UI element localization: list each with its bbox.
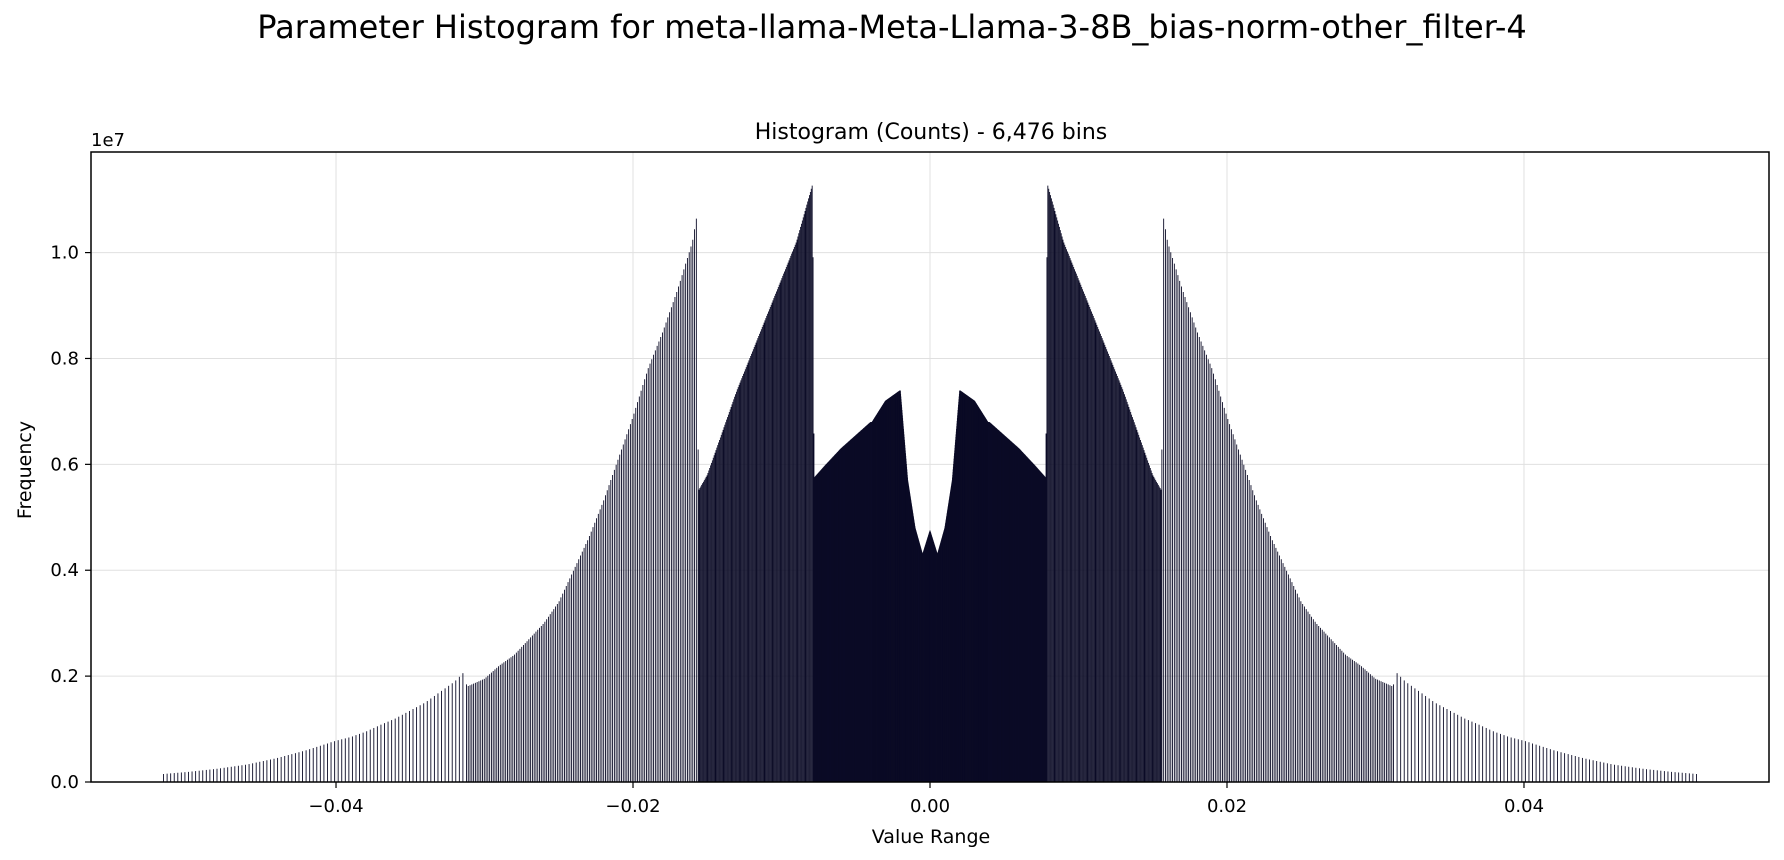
y-axis-ticks: 0.0 0.2 0.4 0.6 0.8 1.0 [50,243,91,793]
histogram-bars [163,185,1697,782]
x-axis-ticks: −0.04 −0.02 0.00 0.02 0.04 [308,782,1544,817]
x-tick-label: 0.02 [1207,796,1247,817]
grid-lines [91,152,1769,783]
x-axis-label: Value Range [872,826,990,848]
x-tick-label: 0.00 [910,796,950,817]
y-axis-offset-label: 1e7 [91,130,125,151]
chart-title: Histogram (Counts) - 6,476 bins [755,120,1107,145]
y-axis-label: Frequency [14,421,36,519]
y-tick-label: 0.2 [50,666,79,687]
y-tick-label: 0.4 [50,560,79,581]
y-tick-label: 0.0 [50,772,79,793]
y-tick-label: 0.8 [50,348,79,369]
y-tick-label: 0.6 [50,454,79,475]
x-tick-label: −0.04 [308,796,363,817]
x-tick-label: −0.02 [605,796,660,817]
y-tick-label: 1.0 [50,243,79,264]
figure-title: Parameter Histogram for meta-llama-Meta-… [257,8,1527,46]
x-tick-label: 0.04 [1504,796,1544,817]
